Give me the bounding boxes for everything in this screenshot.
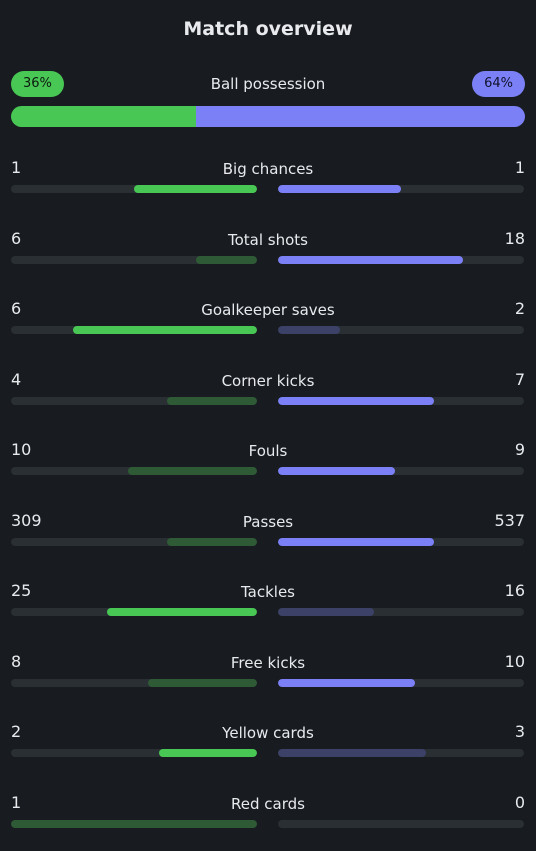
- away-stat-bar-fill: [278, 396, 435, 405]
- away-stat-value: 16: [504, 581, 525, 600]
- possession-bar-home: [11, 106, 197, 127]
- home-stat-bar: [11, 467, 257, 475]
- away-stat-bar: [278, 396, 524, 405]
- home-stat-bar-fill: [167, 396, 257, 405]
- stat-label: Big chances: [222, 160, 314, 178]
- home-stat-value: 4: [11, 369, 22, 389]
- stat-row: 8 Free kicks 10: [11, 651, 525, 694]
- possession-bar-away: [196, 106, 525, 127]
- home-stat-value: 6: [11, 299, 22, 318]
- home-stat-value: 8: [11, 651, 22, 671]
- stat-label: Fouls: [248, 442, 288, 460]
- home-stat-bar-fill: [195, 255, 257, 264]
- away-stat-value: 537: [494, 510, 525, 530]
- stat-label: Passes: [242, 512, 294, 531]
- away-stat-bar: [278, 185, 524, 193]
- home-stat-bar-fill: [167, 537, 257, 546]
- stat-label: Total shots: [228, 230, 308, 249]
- away-stat-bar: [278, 819, 524, 828]
- stat-row: 309 Passes 537: [11, 510, 525, 553]
- home-stat-bar-fill: [158, 749, 257, 757]
- away-stat-value: 7: [514, 369, 525, 389]
- away-stat-bar-fill: [278, 608, 374, 616]
- home-stat-bar-fill: [134, 185, 257, 193]
- home-stat-bar-fill: [11, 819, 257, 828]
- ball-possession-label: Ball possession: [210, 75, 326, 93]
- away-stat-bar-fill: [278, 537, 435, 546]
- away-stat-value: 9: [514, 440, 525, 459]
- stat-label: Red cards: [231, 794, 305, 813]
- home-stat-bar-fill: [127, 467, 257, 475]
- stat-row: 1 Big chances 1: [11, 158, 525, 200]
- stat-label: Yellow cards: [222, 724, 314, 742]
- away-stat-value: 2: [514, 299, 525, 318]
- home-stat-value: 1: [11, 792, 22, 812]
- away-stat-bar: [278, 537, 524, 546]
- home-stat-value: 25: [11, 581, 32, 600]
- away-stat-bar: [278, 255, 524, 264]
- away-stat-bar: [278, 467, 524, 475]
- possession-bar: [11, 106, 525, 127]
- home-stat-bar: [11, 326, 257, 334]
- home-stat-bar: [11, 678, 257, 687]
- away-stat-value: 10: [504, 651, 525, 671]
- home-stat-value: 309: [11, 510, 42, 530]
- home-possession-badge: 36%: [11, 71, 64, 97]
- home-stat-value: 6: [11, 228, 22, 248]
- away-stat-value: 18: [504, 228, 525, 248]
- stat-row: 2 Yellow cards 3: [11, 722, 525, 764]
- stat-row: 25 Tackles 16: [11, 581, 525, 623]
- stat-label: Corner kicks: [221, 371, 315, 390]
- home-stat-bar: [11, 255, 257, 264]
- away-stat-value: 0: [514, 792, 525, 812]
- away-stat-bar: [278, 608, 524, 616]
- away-stat-bar-fill: [278, 749, 426, 757]
- away-stat-bar-fill: [278, 678, 415, 687]
- away-stat-bar-fill: [278, 255, 463, 264]
- home-stat-bar: [11, 185, 257, 193]
- home-stat-bar: [11, 608, 257, 616]
- page-title: Match overview: [183, 18, 353, 40]
- away-stat-value: 1: [514, 158, 525, 177]
- stat-row: 1 Red cards 0: [11, 792, 525, 835]
- home-stat-bar-fill: [147, 678, 257, 687]
- stat-row: 4 Corner kicks 7: [11, 369, 525, 412]
- away-stat-bar: [278, 326, 524, 334]
- stat-row: 6 Total shots 18: [11, 228, 525, 271]
- away-stat-bar: [278, 678, 524, 687]
- away-stat-bar-fill: [278, 467, 395, 475]
- home-stat-bar: [11, 537, 257, 546]
- stat-row: 6 Goalkeeper saves 2: [11, 299, 525, 341]
- home-stat-bar: [11, 749, 257, 757]
- home-stat-value: 1: [11, 158, 22, 177]
- home-stat-bar-fill: [106, 608, 257, 616]
- away-stat-bar-fill: [278, 326, 340, 334]
- away-possession-badge: 64%: [472, 71, 525, 97]
- home-stat-value: 2: [11, 722, 22, 741]
- home-stat-value: 10: [11, 440, 32, 459]
- stat-label: Tackles: [240, 583, 296, 601]
- stat-row: 10 Fouls 9: [11, 440, 525, 482]
- away-stat-bar: [278, 749, 524, 757]
- home-stat-bar-fill: [72, 326, 257, 334]
- away-stat-bar-fill: [278, 185, 401, 193]
- stat-label: Goalkeeper saves: [201, 301, 335, 319]
- home-stat-bar: [11, 396, 257, 405]
- home-stat-bar: [11, 819, 257, 828]
- ball-possession-stat: 36% Ball possession 64%: [11, 71, 525, 127]
- stat-label: Free kicks: [230, 653, 306, 672]
- away-stat-value: 3: [514, 722, 525, 741]
